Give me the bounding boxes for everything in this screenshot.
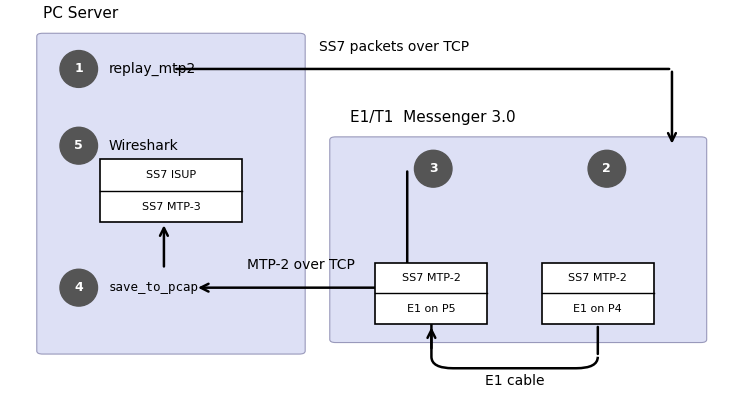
Ellipse shape: [415, 150, 452, 187]
Ellipse shape: [60, 50, 98, 87]
Text: 5: 5: [74, 139, 83, 152]
FancyBboxPatch shape: [542, 263, 654, 324]
Text: 2: 2: [602, 162, 611, 175]
FancyBboxPatch shape: [36, 33, 305, 354]
Text: E1 on P4: E1 on P4: [574, 304, 622, 314]
Text: E1 on P5: E1 on P5: [407, 304, 456, 314]
Text: E1 cable: E1 cable: [485, 374, 545, 388]
Text: save_to_pcap: save_to_pcap: [109, 281, 198, 294]
Text: PC Server: PC Server: [42, 6, 118, 21]
FancyBboxPatch shape: [330, 137, 706, 342]
FancyBboxPatch shape: [101, 159, 241, 223]
Ellipse shape: [60, 269, 98, 306]
Text: SS7 MTP-3: SS7 MTP-3: [141, 202, 200, 212]
Text: Wireshark: Wireshark: [109, 139, 178, 153]
Text: SS7 MTP-2: SS7 MTP-2: [569, 273, 627, 283]
Text: SS7 packets over TCP: SS7 packets over TCP: [319, 40, 469, 54]
Text: 3: 3: [429, 162, 437, 175]
Ellipse shape: [60, 127, 98, 164]
Text: 1: 1: [74, 63, 83, 76]
Text: E1/T1  Messenger 3.0: E1/T1 Messenger 3.0: [350, 110, 515, 125]
Text: MTP-2 over TCP: MTP-2 over TCP: [247, 258, 355, 272]
Text: SS7 ISUP: SS7 ISUP: [146, 170, 196, 180]
Text: 4: 4: [74, 281, 83, 294]
Ellipse shape: [588, 150, 625, 187]
Text: SS7 MTP-2: SS7 MTP-2: [402, 273, 461, 283]
Text: replay_mtp2: replay_mtp2: [109, 62, 195, 76]
FancyBboxPatch shape: [375, 263, 488, 324]
